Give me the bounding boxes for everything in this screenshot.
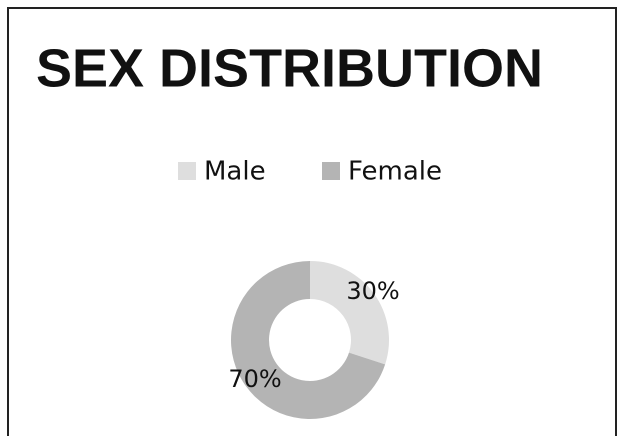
pie-slice — [310, 261, 389, 365]
legend-swatch — [322, 162, 340, 180]
chart-title: SEX DISTRIBUTION — [36, 38, 543, 98]
pie-slice — [231, 261, 386, 420]
legend-swatch — [178, 162, 196, 180]
chart-frame — [7, 7, 617, 436]
data-label: 30% — [346, 277, 399, 305]
legend-label: Male — [204, 157, 266, 187]
legend-label: Female — [348, 157, 442, 187]
data-label: 70% — [228, 365, 281, 393]
